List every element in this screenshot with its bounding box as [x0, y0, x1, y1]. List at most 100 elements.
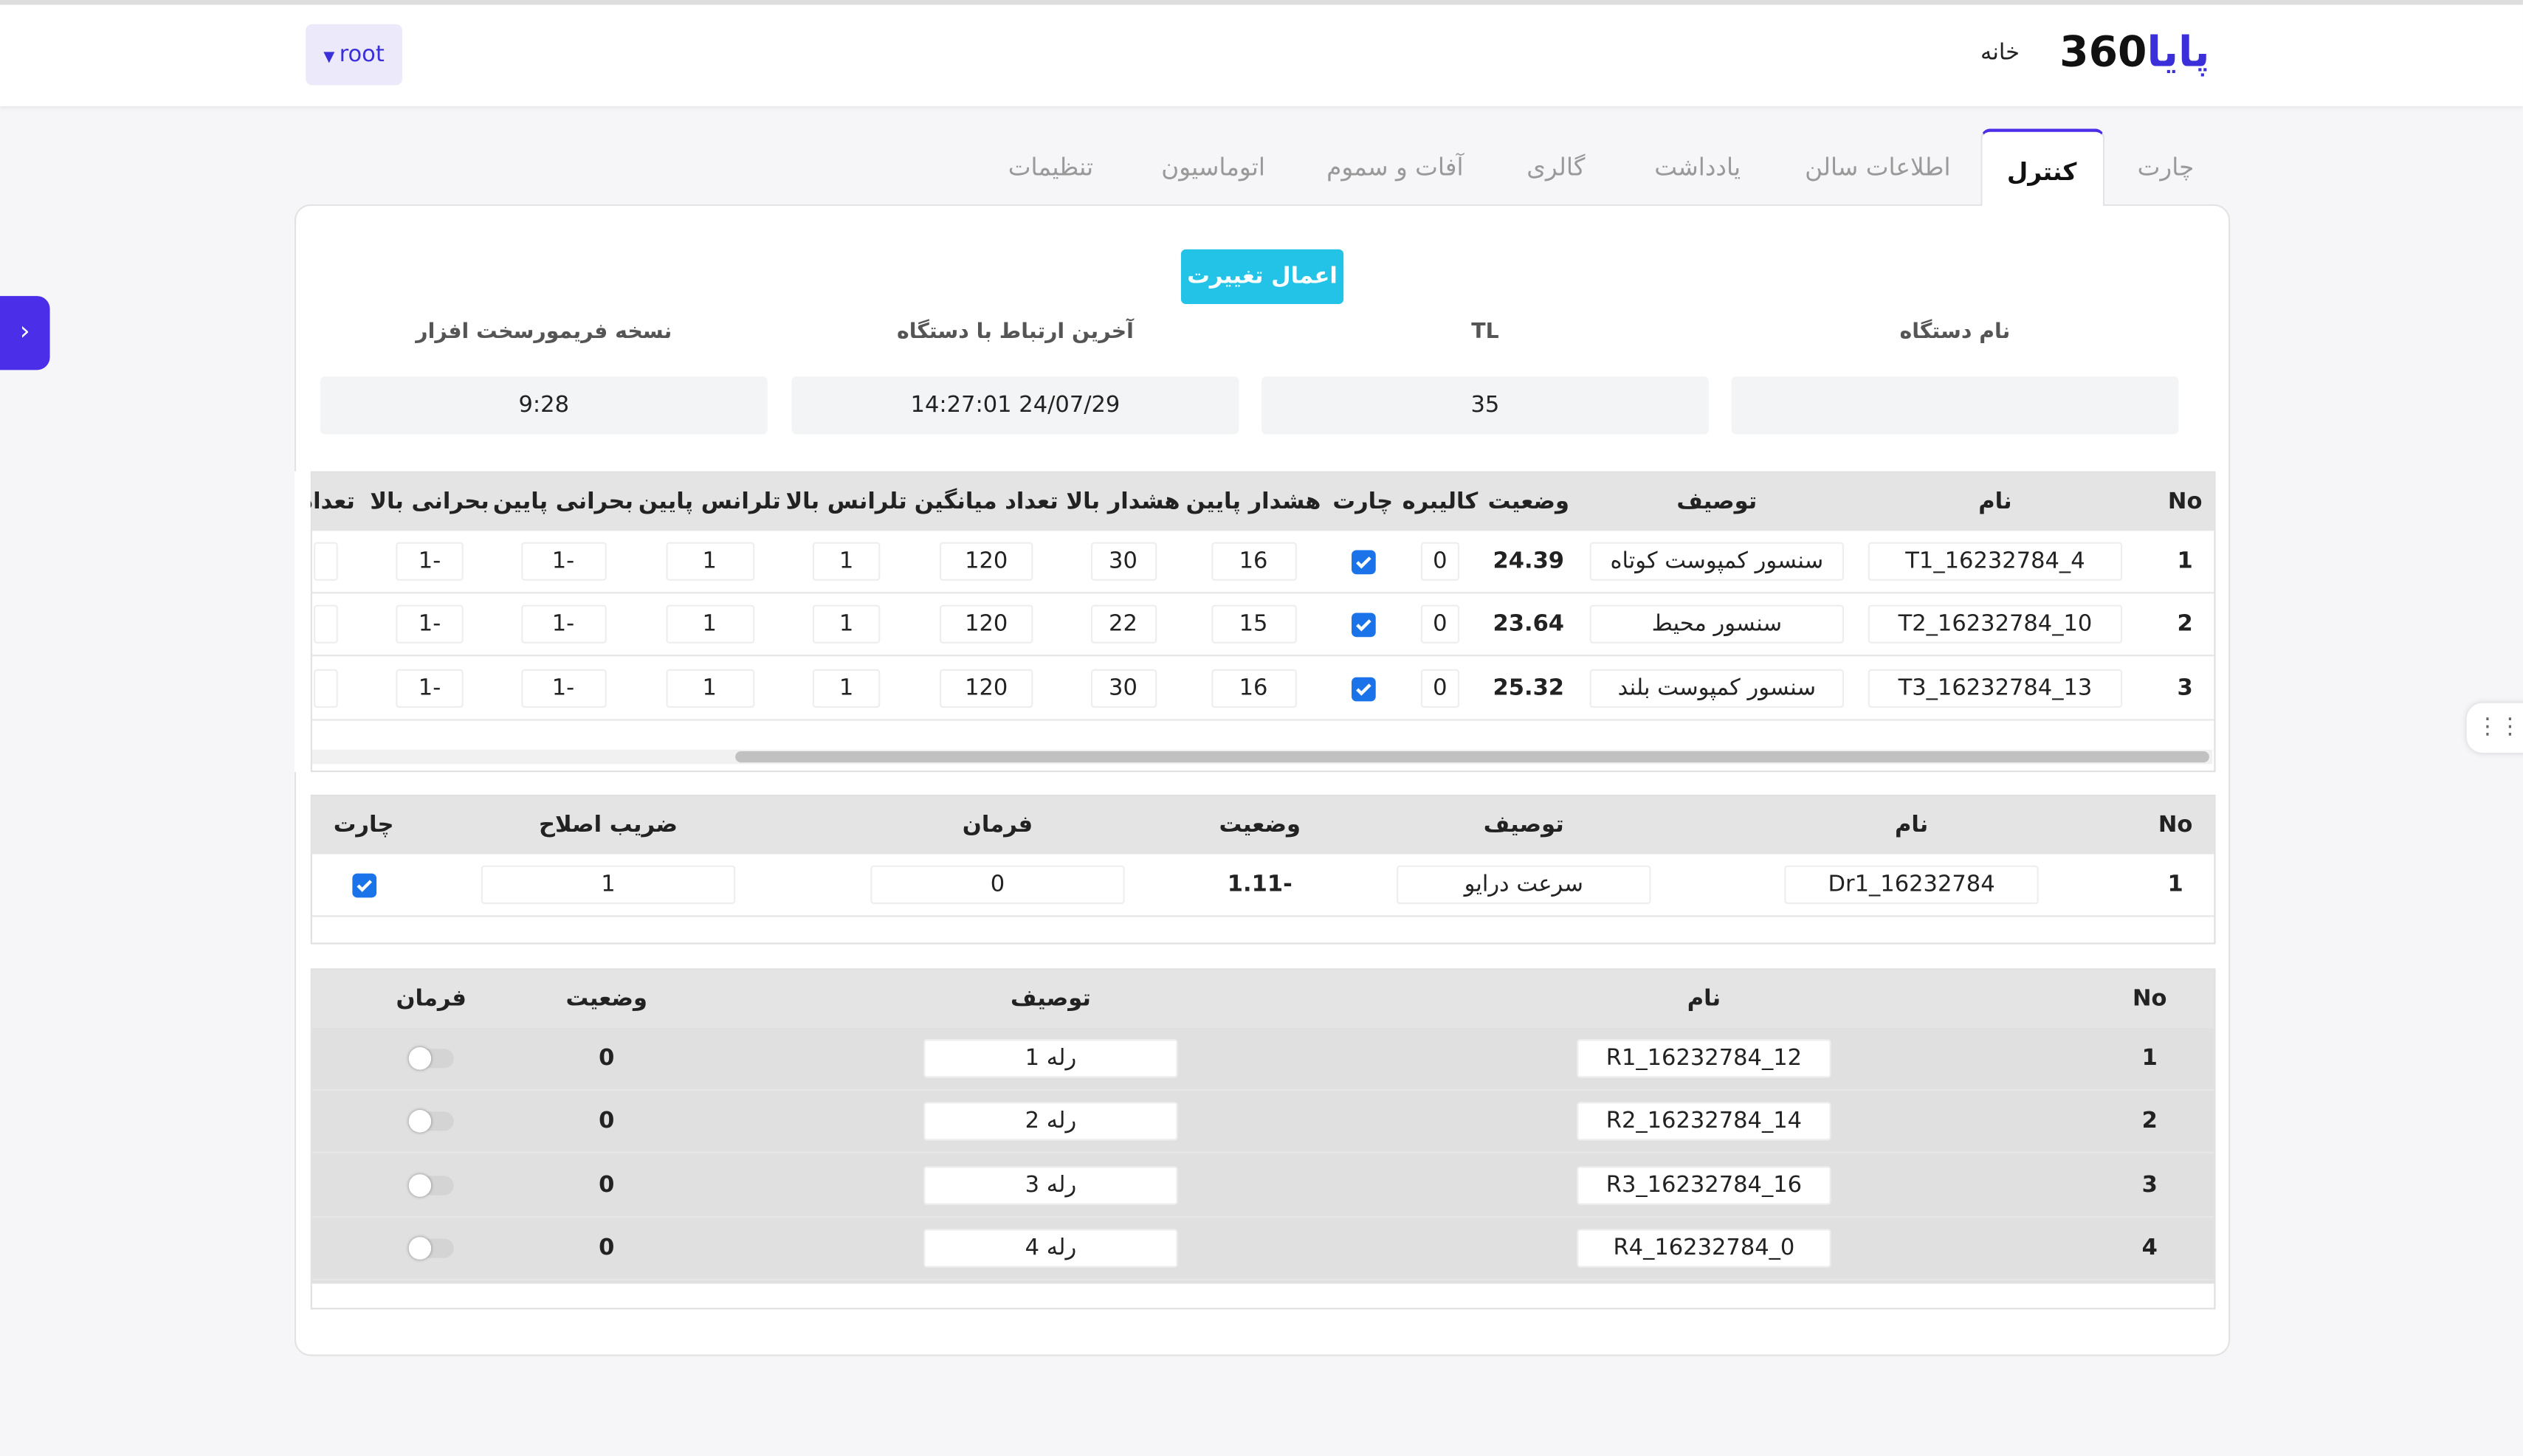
- cell-input[interactable]: 0: [1420, 604, 1460, 644]
- cell-input[interactable]: رله 3: [923, 1166, 1178, 1205]
- cell-input[interactable]: سنسور کمپوست کوتاه: [1589, 542, 1845, 581]
- logo-name: پایا: [2147, 29, 2210, 77]
- cell-input[interactable]: 1-: [396, 542, 464, 581]
- toggle-knob: [408, 1174, 432, 1197]
- cell-input[interactable]: 1: [812, 542, 881, 581]
- chart-checkbox[interactable]: [1350, 676, 1375, 701]
- info-label: آخرین ارتباط با دستگاه: [896, 320, 1134, 345]
- drag-handle[interactable]: ⋮⋮: [2466, 703, 2523, 753]
- scrollbar-thumb[interactable]: [735, 751, 2209, 763]
- cell-input[interactable]: 0: [870, 865, 1125, 905]
- row-divider: [311, 719, 2214, 721]
- cell-input[interactable]: سرعت درایو: [1397, 865, 1651, 905]
- row-divider: [311, 1151, 2214, 1153]
- command-toggle[interactable]: [408, 1110, 454, 1133]
- chart-checkbox[interactable]: [1350, 549, 1375, 574]
- cell-input[interactable]: T1_16232784_4: [1868, 542, 2123, 581]
- row-divider: [311, 915, 2214, 917]
- row-divider: [311, 592, 2214, 594]
- cell-input[interactable]: T3_16232784_13: [1868, 669, 2123, 708]
- top-bar: [0, 0, 2523, 106]
- cell-text: 2: [2177, 611, 2193, 638]
- cell-input[interactable]: 1: [665, 542, 754, 581]
- cell-text: 0: [599, 1108, 615, 1134]
- table-header-bg: [311, 796, 2214, 855]
- column-header: تلرانس پایین: [638, 488, 781, 514]
- toggle-knob: [408, 1110, 432, 1133]
- cell-input[interactable]: سنسور محیط: [1589, 604, 1845, 644]
- cell-text: 0: [599, 1235, 615, 1261]
- cell-input[interactable]: 120: [940, 669, 1033, 708]
- cell-input[interactable]: 16: [1211, 669, 1296, 708]
- cell-input[interactable]: R4_16232784_0: [1577, 1229, 1831, 1268]
- cell-input[interactable]: R1_16232784_12: [1577, 1039, 1831, 1078]
- cell-input[interactable]: 1-: [520, 542, 606, 581]
- cell-input[interactable]: 120: [940, 542, 1033, 581]
- cell-input[interactable]: رله 2: [923, 1102, 1178, 1141]
- cell-input[interactable]: 120: [940, 604, 1033, 644]
- command-toggle[interactable]: [408, 1047, 454, 1070]
- cell-input[interactable]: 1: [665, 604, 754, 644]
- column-header: کالیبره: [1402, 488, 1479, 514]
- column-header: وضعیت: [1487, 488, 1570, 514]
- cell-input[interactable]: 16: [1211, 542, 1296, 581]
- logo[interactable]: 360پایا: [2059, 27, 2220, 79]
- tab[interactable]: اطلاعات سالن: [1805, 153, 1951, 182]
- cell-input[interactable]: 1-: [520, 604, 606, 644]
- cell-text: 1.11-: [1227, 872, 1293, 898]
- cell-input[interactable]: 1-: [396, 604, 464, 644]
- user-name: root: [339, 41, 385, 68]
- cell-input[interactable]: سنسور کمپوست بلند: [1589, 669, 1845, 708]
- row-divider: [311, 1278, 2214, 1281]
- column-header: ضریب اصلاح: [538, 811, 678, 838]
- cell-input[interactable]: R3_16232784_16: [1577, 1166, 1831, 1205]
- column-header: نام: [1687, 985, 1721, 1012]
- sidebar-toggle[interactable]: ›: [0, 296, 50, 370]
- cell-input[interactable]: 1: [481, 865, 736, 905]
- tab[interactable]: آفات و سموم: [1326, 153, 1464, 182]
- cell-input[interactable]: R2_16232784_14: [1577, 1102, 1831, 1141]
- tab[interactable]: گالری: [1526, 153, 1586, 182]
- info-field: 35: [1261, 376, 1709, 435]
- cell-input[interactable]: رله 1: [923, 1039, 1178, 1078]
- user-menu[interactable]: ▼ root: [306, 24, 402, 86]
- cell-input[interactable]: 15: [1211, 604, 1296, 644]
- tab[interactable]: یادداشت: [1654, 153, 1741, 182]
- info-label: نام دستگاه: [1899, 320, 2011, 345]
- cell-input[interactable]: 22: [1090, 604, 1157, 644]
- row-divider: [311, 1088, 2214, 1091]
- command-toggle[interactable]: [408, 1237, 454, 1260]
- cover-left: [294, 471, 311, 773]
- cell-input[interactable]: 1-: [520, 669, 606, 708]
- row-divider: [311, 1215, 2214, 1218]
- column-header: توصیف: [1483, 811, 1564, 838]
- cell-input[interactable]: 1: [812, 669, 881, 708]
- cell-input[interactable]: 0: [1420, 542, 1460, 581]
- cell-input[interactable]: 0: [1420, 669, 1460, 708]
- cell-input[interactable]: 1: [665, 669, 754, 708]
- command-toggle[interactable]: [408, 1174, 454, 1197]
- cell-input[interactable]: T2_16232784_10: [1868, 604, 2123, 644]
- apply-button[interactable]: اعمال تغییرت: [1180, 249, 1344, 304]
- home-link[interactable]: خانه: [1980, 40, 2020, 66]
- cell-text: 24.39: [1493, 548, 1565, 575]
- toggle-knob: [408, 1047, 432, 1070]
- caret: ▼: [323, 49, 340, 66]
- cell-input[interactable]: 30: [1090, 669, 1157, 708]
- cell-input[interactable]: 1: [812, 604, 881, 644]
- cell-input[interactable]: 30: [1090, 542, 1157, 581]
- chart-checkbox[interactable]: [351, 872, 376, 897]
- column-header: هشدار پایین: [1185, 488, 1321, 514]
- cell-input[interactable]: Dr1_16232784: [1784, 865, 2039, 905]
- column-header: No: [2167, 488, 2203, 514]
- active-tab-bg: [1980, 128, 2105, 207]
- tab[interactable]: اتوماسیون: [1161, 153, 1265, 182]
- tab[interactable]: کنترل: [2006, 157, 2077, 187]
- tab[interactable]: چارت: [2137, 153, 2195, 182]
- cell-text: 4: [2141, 1235, 2158, 1261]
- tab[interactable]: تنظیمات: [1008, 153, 1094, 182]
- column-header: تعداد میانگین: [914, 488, 1059, 514]
- chart-checkbox[interactable]: [1350, 612, 1375, 637]
- cell-input[interactable]: رله 4: [923, 1229, 1178, 1268]
- cell-input[interactable]: 1-: [396, 669, 464, 708]
